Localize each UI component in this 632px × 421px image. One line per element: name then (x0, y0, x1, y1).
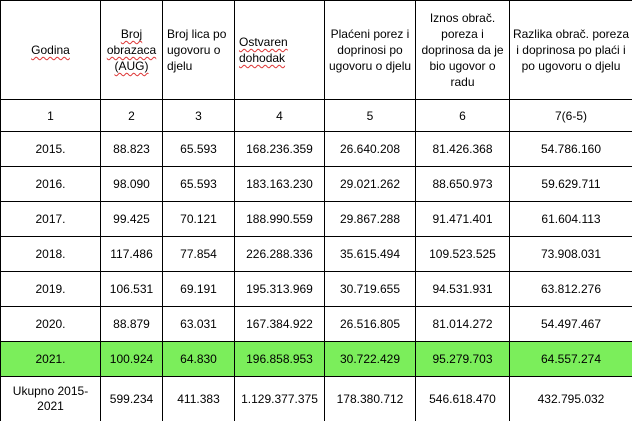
table-cell: 64.830 (162, 341, 235, 377)
year-cell: 2019. (0, 271, 101, 307)
year-cell: 2018. (0, 236, 101, 272)
table-cell: 183.163.230 (234, 166, 325, 202)
table-cell: 188.990.559 (234, 201, 325, 237)
table-cell: 30.719.655 (324, 271, 416, 307)
header-razlika: Razlika obrač. poreza i doprinosa po pla… (509, 0, 632, 100)
table-cell: 61.604.113 (509, 201, 632, 237)
column-number-row: 1 2 3 4 5 6 7(6-5) (0, 99, 632, 132)
table-cell: 59.629.711 (509, 166, 632, 202)
table-cell: 91.471.401 (415, 201, 510, 237)
table-cell: 100.924 (100, 341, 163, 377)
year-cell: 2020. (0, 306, 101, 342)
column-number: 1 (0, 99, 101, 132)
year-cell: 2017. (0, 201, 101, 237)
column-number: 5 (324, 99, 416, 132)
total-label: Ukupno 2015-2021 (0, 376, 101, 421)
table-cell: 94.531.931 (415, 271, 510, 307)
table-cell: 77.854 (162, 236, 235, 272)
header-row: Godina Broj obrazaca (AUG) Broj lica po … (0, 0, 632, 100)
table-cell: 195.313.969 (234, 271, 325, 307)
table-cell: 88.650.973 (415, 166, 510, 202)
total-cell: 599.234 (100, 376, 163, 421)
table-cell: 168.236.359 (234, 131, 325, 167)
table-cell: 35.615.494 (324, 236, 416, 272)
column-number: 3 (162, 99, 235, 132)
year-cell: 2015. (0, 131, 101, 167)
table-cell: 65.593 (162, 166, 235, 202)
table-cell: 30.722.429 (324, 341, 416, 377)
total-cell: 432.795.032 (509, 376, 632, 421)
column-number: 7(6-5) (509, 99, 632, 132)
table-cell: 88.823 (100, 131, 163, 167)
table-cell: 99.425 (100, 201, 163, 237)
table-cell: 29.021.262 (324, 166, 416, 202)
table-cell: 226.288.336 (234, 236, 325, 272)
table-cell: 54.497.467 (509, 306, 632, 342)
table-cell: 29.867.288 (324, 201, 416, 237)
table-cell: 63.031 (162, 306, 235, 342)
table-cell: 196.858.953 (234, 341, 325, 377)
table-cell: 54.786.160 (509, 131, 632, 167)
table-cell: 26.640.208 (324, 131, 416, 167)
table-cell: 65.593 (162, 131, 235, 167)
year-cell: 2021. (0, 341, 101, 377)
table-row: 2019. 106.531 69.191 195.313.969 30.719.… (0, 271, 632, 307)
table-cell: 106.531 (100, 271, 163, 307)
table-row: 2015. 88.823 65.593 168.236.359 26.640.2… (0, 131, 632, 167)
table-cell: 81.426.368 (415, 131, 510, 167)
year-cell: 2016. (0, 166, 101, 202)
table-cell: 98.090 (100, 166, 163, 202)
column-number: 2 (100, 99, 163, 132)
total-cell: 1.129.377.375 (234, 376, 325, 421)
total-cell: 411.383 (162, 376, 235, 421)
table-cell: 70.121 (162, 201, 235, 237)
table-cell: 88.879 (100, 306, 163, 342)
total-cell: 178.380.712 (324, 376, 416, 421)
table-row: 2018. 117.486 77.854 226.288.336 35.615.… (0, 236, 632, 272)
header-godina: Godina (0, 0, 101, 100)
table-cell: 95.279.703 (415, 341, 510, 377)
column-number: 6 (415, 99, 510, 132)
header-broj-lica: Broj lica po ugovoru o djelu (162, 0, 235, 100)
table-cell: 26.516.805 (324, 306, 416, 342)
total-cell: 546.618.470 (415, 376, 510, 421)
table-row-highlighted: 2021. 100.924 64.830 196.858.953 30.722.… (0, 341, 632, 377)
table-cell: 167.384.922 (234, 306, 325, 342)
table-cell: 109.523.525 (415, 236, 510, 272)
table-cell: 73.908.031 (509, 236, 632, 272)
table-cell: 117.486 (100, 236, 163, 272)
table-cell: 64.557.274 (509, 341, 632, 377)
table-row: 2020. 88.879 63.031 167.384.922 26.516.8… (0, 306, 632, 342)
total-row: Ukupno 2015-2021 599.234 411.383 1.129.3… (0, 376, 632, 421)
column-number: 4 (234, 99, 325, 132)
header-iznos-obrac: Iznos obrač. poreza i doprinosa da je bi… (415, 0, 510, 100)
table-row: 2016. 98.090 65.593 183.163.230 29.021.2… (0, 166, 632, 202)
header-broj-obrazaca: Broj obrazaca (AUG) (100, 0, 163, 100)
header-placeni-porez: Plaćeni porez i doprinosi po ugovoru o d… (324, 0, 416, 100)
header-ostvaren-dohodak: Ostvaren dohodak (234, 0, 325, 100)
table-cell: 81.014.272 (415, 306, 510, 342)
table-row: 2017. 99.425 70.121 188.990.559 29.867.2… (0, 201, 632, 237)
table-cell: 63.812.276 (509, 271, 632, 307)
table-cell: 69.191 (162, 271, 235, 307)
